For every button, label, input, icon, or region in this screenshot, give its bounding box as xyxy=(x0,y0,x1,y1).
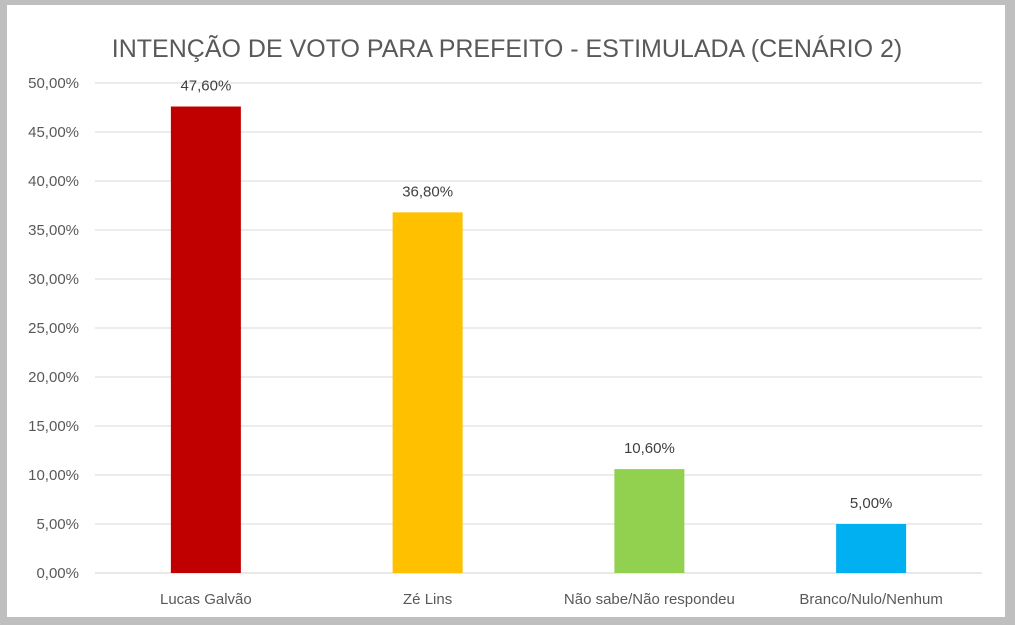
x-tick-label: Zé Lins xyxy=(403,591,452,608)
y-tick-label: 5,00% xyxy=(36,516,79,533)
y-tick-label: 50,00% xyxy=(28,75,79,92)
y-tick-label: 25,00% xyxy=(28,320,79,337)
chart-title: INTENÇÃO DE VOTO PARA PREFEITO - ESTIMUL… xyxy=(112,34,902,63)
y-tick-label: 35,00% xyxy=(28,222,79,239)
bar xyxy=(170,106,241,574)
bars: 47,60% 36,80% 10,60% 5,00% xyxy=(170,78,907,574)
y-tick-label: 0,00% xyxy=(36,565,79,582)
bar xyxy=(392,212,463,574)
data-label: 5,00% xyxy=(850,495,893,512)
x-tick-label: Não sabe/Não respondeu xyxy=(564,591,735,608)
y-tick-label: 10,00% xyxy=(28,467,79,484)
data-label: 10,60% xyxy=(624,440,675,457)
chart-frame: INTENÇÃO DE VOTO PARA PREFEITO - ESTIMUL… xyxy=(7,5,1005,617)
y-tick-label: 40,00% xyxy=(28,173,79,190)
bar-chart: INTENÇÃO DE VOTO PARA PREFEITO - ESTIMUL… xyxy=(28,34,982,608)
data-label: 47,60% xyxy=(180,78,231,95)
bar xyxy=(614,469,685,573)
y-tick-label: 45,00% xyxy=(28,124,79,141)
bar xyxy=(836,524,907,573)
x-axis-labels: Lucas Galvão Zé Lins Não sabe/Não responde… xyxy=(160,591,943,608)
y-tick-label: 15,00% xyxy=(28,418,79,435)
data-label: 36,80% xyxy=(402,183,453,200)
x-tick-label: Branco/Nulo/Nenhum xyxy=(799,591,942,608)
x-tick-label: Lucas Galvão xyxy=(160,591,252,608)
gridlines xyxy=(95,82,982,574)
y-tick-label: 20,00% xyxy=(28,369,79,386)
y-tick-label: 30,00% xyxy=(28,271,79,288)
y-axis-ticks: 0,00% 5,00% 10,00% 15,00% 20,00% 25,00% 30,00%… xyxy=(28,75,79,582)
